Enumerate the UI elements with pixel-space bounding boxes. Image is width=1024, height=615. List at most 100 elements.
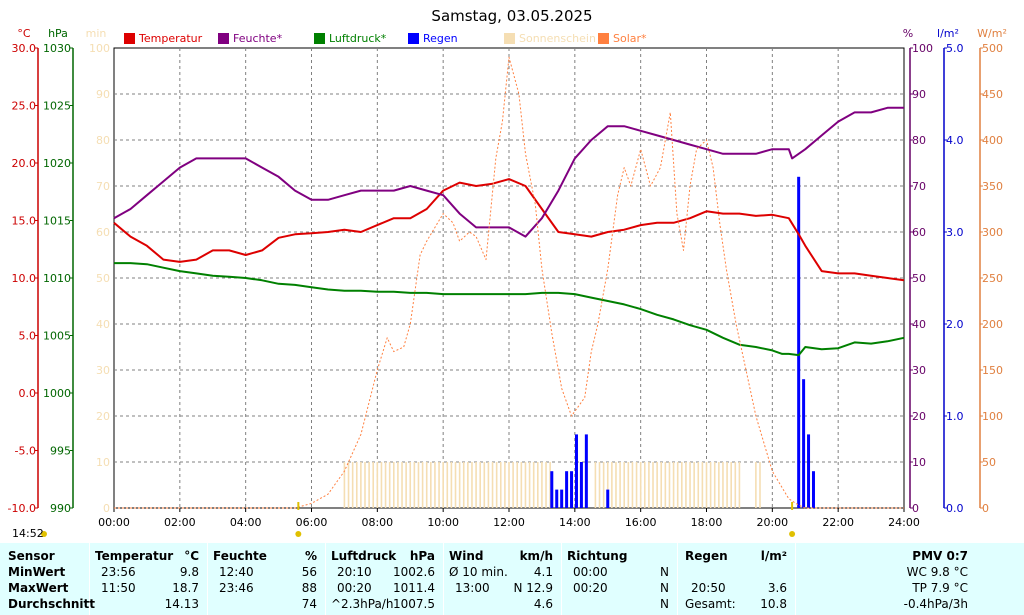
solar-tick-label: 100 — [982, 410, 1003, 423]
rain-tick-label: 2.0 — [946, 318, 964, 331]
x-tick-label: 10:00 — [427, 516, 459, 529]
x-tick-label: 00:00 — [98, 516, 130, 529]
stats-max-press-val: 1011.4 — [393, 581, 435, 595]
rain-bar — [606, 489, 610, 508]
stats-min-wind-val: 4.1 — [533, 565, 553, 579]
rain-tick-label: 3.0 — [946, 226, 964, 239]
rain-tick-label: 0.0 — [946, 502, 964, 515]
stats-row-avg-label: Durchschnitt — [8, 597, 96, 611]
x-tick-label: 04:00 — [230, 516, 262, 529]
time-marker-dot — [295, 531, 302, 537]
stats-avg-press-trend: ^2.3hPa/h — [331, 597, 394, 611]
legend-label: Luftdruck* — [329, 32, 387, 45]
press-tick-label: 1005 — [43, 330, 71, 343]
stats-max-temp-time: 11:50 — [101, 581, 136, 595]
temp-tick-label: -5.0 — [15, 445, 36, 458]
x-tick-label: 06:00 — [296, 516, 328, 529]
stats-max-hum-val: 88 — [301, 581, 317, 595]
stats-min-hum-val: 56 — [301, 565, 317, 579]
solar-axis-unit: W/m² — [977, 27, 1007, 40]
legend-swatch — [504, 33, 515, 44]
legend-swatch — [598, 33, 609, 44]
rain-bar — [565, 471, 569, 508]
stats-header-rain-unit: l/m² — [760, 549, 787, 563]
solar-tick-label: 350 — [982, 180, 1003, 193]
rain-tick-label: 1.0 — [946, 410, 964, 423]
press-tick-label: 990 — [50, 502, 71, 515]
stats-panel: Sensor Temperatur °C Feuchte % Luftdruck… — [0, 543, 1024, 615]
x-tick-label: 12:00 — [493, 516, 525, 529]
rain-bar — [560, 489, 564, 508]
temp-tick-label: -10.0 — [8, 502, 36, 515]
rain-bar — [574, 434, 578, 508]
rain-tick-label: 5.0 — [946, 42, 964, 55]
hum-tick-label: 0 — [912, 502, 919, 515]
stats-row-max-label: MaxWert — [8, 581, 69, 595]
rain-bar — [550, 471, 554, 508]
solar-tick-label: 200 — [982, 318, 1003, 331]
legend-swatch — [314, 33, 325, 44]
rain-bar — [807, 434, 811, 508]
hum-tick-label: 100 — [912, 42, 933, 55]
stats-min-press-time: 20:10 — [337, 565, 372, 579]
solar-tick-label: 400 — [982, 134, 1003, 147]
legend-label: Solar* — [613, 32, 647, 45]
solar-tick-label: 300 — [982, 226, 1003, 239]
legend: Temperatur Feuchte* Luftdruck* Regen Sonnens… — [124, 32, 647, 45]
x-tick-label: 14:00 — [559, 516, 591, 529]
series-lines — [113, 56, 905, 509]
press-tick-label: 1030 — [43, 42, 71, 55]
rain-bar — [570, 471, 574, 508]
stats-total-rain-val: 10.8 — [760, 597, 787, 611]
bars — [343, 176, 815, 509]
hum-tick-label: 30 — [912, 364, 926, 377]
press-tick-label: 1010 — [43, 272, 71, 285]
rain-bar — [555, 489, 559, 508]
temp-tick-label: 30.0 — [12, 42, 37, 55]
hum-axis-unit: % — [903, 27, 913, 40]
hum-tick-label: 80 — [912, 134, 926, 147]
sun-tick-label: 10 — [96, 456, 110, 469]
temp-tick-label: 5.0 — [19, 330, 37, 343]
stats-avg-extra: -0.4hPa/3h — [903, 597, 968, 611]
temp-axis-unit: °C — [17, 27, 31, 40]
stats-header-temp-unit: °C — [184, 549, 199, 563]
stats-header-sensor: Sensor — [8, 549, 55, 563]
stats-min-temp-val: 9.8 — [179, 565, 199, 579]
legend-label: Sonnenschein — [519, 32, 596, 45]
stats-max-dir-time: 00:20 — [573, 581, 608, 595]
x-tick-label: 02:00 — [164, 516, 196, 529]
stats-header-hum: Feuchte — [213, 549, 267, 563]
stats-avg-hum-val: 74 — [301, 597, 317, 611]
stats-avg-wind-val: 4.6 — [533, 597, 553, 611]
x-tick-label: 20:00 — [756, 516, 788, 529]
stats-header-press: Luftdruck — [331, 549, 397, 563]
sun-tick-label: 50 — [96, 272, 110, 285]
stats-min-extra: WC 9.8 °C — [906, 565, 968, 579]
current-time-dot — [41, 531, 47, 537]
temp-tick-label: 0.0 — [19, 387, 37, 400]
sun-tick-label: 60 — [96, 226, 110, 239]
x-tick-label: 08:00 — [361, 516, 393, 529]
rain-bar — [802, 379, 806, 508]
stats-max-wind-val: N 12.9 — [513, 581, 553, 595]
chart-title: Samstag, 03.05.2025 — [431, 7, 592, 25]
stats-min-temp-time: 23:56 — [101, 565, 136, 579]
stats-avg-press-val: 1007.5 — [393, 597, 435, 611]
press-tick-label: 1000 — [43, 387, 71, 400]
solar-tick-label: 0 — [982, 502, 989, 515]
x-tick-label: 24:00 — [888, 516, 920, 529]
stats-max-hum-time: 23:46 — [219, 581, 254, 595]
sun-tick-label: 40 — [96, 318, 110, 331]
stats-avg-dir-val: N — [660, 597, 669, 611]
rain-axis-unit: l/m² — [937, 27, 959, 40]
press-axis-unit: hPa — [48, 27, 68, 40]
series-solar — [114, 56, 904, 509]
rain-tick-label: 4.0 — [946, 134, 964, 147]
hum-tick-label: 10 — [912, 456, 926, 469]
time-markers — [41, 502, 796, 537]
stats-min-dir-time: 00:00 — [573, 565, 608, 579]
stats-total-rain-label: Gesamt: — [685, 597, 736, 611]
legend-swatch — [124, 33, 135, 44]
stats-min-press-val: 1002.6 — [393, 565, 435, 579]
